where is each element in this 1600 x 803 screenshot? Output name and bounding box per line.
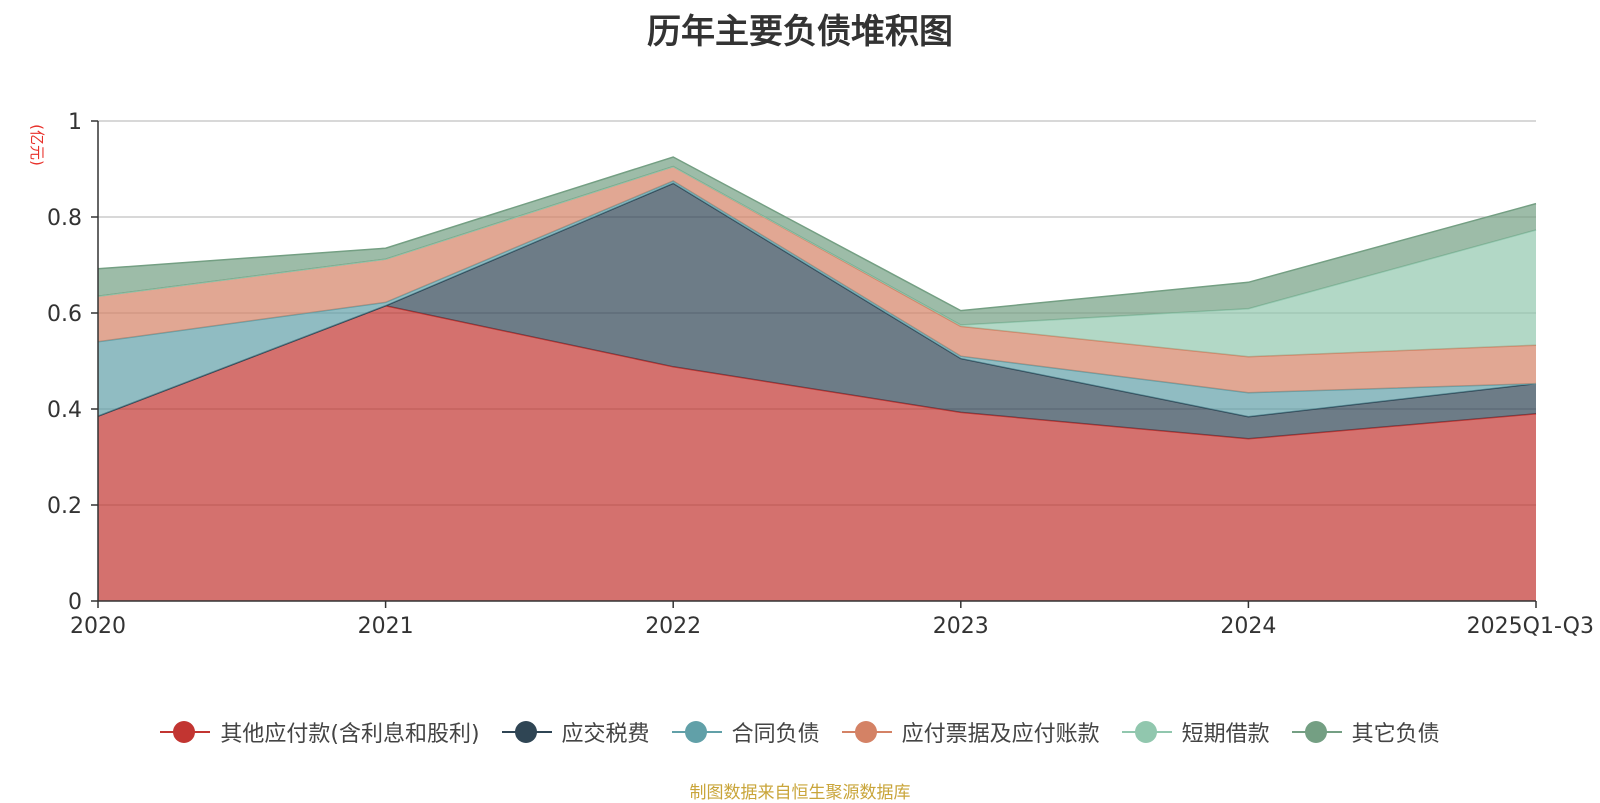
legend-item-4[interactable]: 应付票据及应付账款	[841, 716, 1100, 748]
data-source-footer: 制图数据来自恒生聚源数据库	[689, 783, 911, 803]
area-series-1	[98, 305, 1536, 601]
y-tick-label: 0.8	[47, 206, 82, 231]
legend-marker-icon	[841, 720, 892, 744]
y-tick-label: 0.6	[47, 302, 82, 327]
x-tick-label: 2024	[1220, 614, 1276, 639]
legend: 其他应付款(含利息和股利) 应交税费 合同负债 应付票据及应付账款 短期借款 其它负债	[0, 716, 1600, 748]
area-layer	[97, 156, 1537, 601]
legend-label: 其它负债	[1351, 722, 1440, 747]
y-tick-label: 0.4	[47, 398, 82, 423]
x-tick-label: 2023	[933, 614, 989, 639]
legend-label: 短期借款	[1181, 722, 1270, 747]
legend-marker-icon	[671, 720, 722, 744]
area-series-3	[98, 181, 1536, 417]
legend-label: 应付票据及应付账款	[901, 722, 1100, 747]
legend-marker-icon	[501, 720, 552, 744]
legend-item-5[interactable]: 短期借款	[1121, 716, 1270, 748]
area-series-4	[98, 166, 1536, 393]
legend-marker-icon	[1291, 720, 1342, 744]
x-tick-label: 2021	[358, 614, 414, 639]
legend-marker-icon	[160, 720, 211, 744]
legend-label: 合同负债	[731, 722, 820, 747]
legend-item-3[interactable]: 合同负债	[671, 716, 820, 748]
legend-label: 其他应付款(含利息和股利)	[220, 722, 480, 747]
series-line-6	[97, 156, 1537, 312]
x-tick-label: 2022	[645, 614, 701, 639]
legend-item-6[interactable]: 其它负债	[1291, 716, 1440, 748]
axes: 0 0.2 0.4 0.6 0.8 1 2020 2021 2022 2023 2024 2025Q1…	[47, 110, 1594, 639]
legend-label: 应交税费	[561, 722, 650, 747]
area-series-5	[98, 166, 1536, 357]
x-tick-label: 2025Q1-Q3	[1467, 614, 1594, 639]
legend-marker-icon	[1121, 720, 1172, 744]
legend-item-1[interactable]: 其他应付款(含利息和股利)	[160, 716, 480, 748]
y-tick-label: 1	[68, 110, 82, 135]
legend-item-2[interactable]: 应交税费	[501, 716, 650, 748]
y-tick-label: 0.2	[47, 494, 82, 519]
area-series-2	[98, 183, 1536, 439]
x-tick-label: 2020	[70, 614, 126, 639]
y-tick-label: 0	[68, 590, 82, 615]
area-series-6	[98, 157, 1536, 325]
y-axis-unit-label: (亿元)	[28, 124, 46, 166]
chart-title: 历年主要负债堆积图	[647, 12, 953, 52]
